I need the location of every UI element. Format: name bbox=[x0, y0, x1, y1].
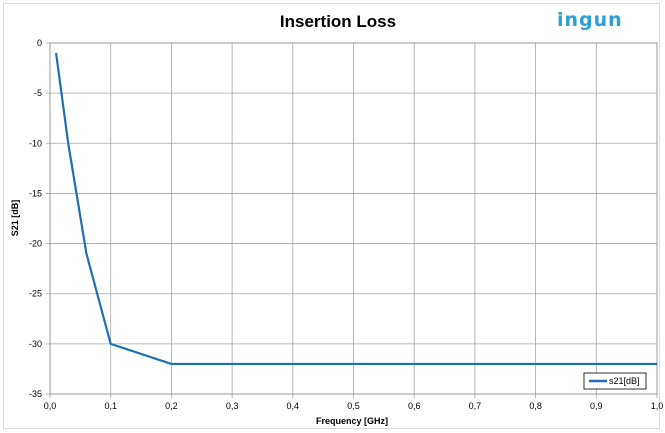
chart-frame bbox=[3, 3, 660, 429]
y-tick-label: 0 bbox=[37, 38, 42, 48]
y-axis-label: S21 [dB] bbox=[10, 200, 20, 237]
x-tick-label: 0,5 bbox=[347, 401, 360, 411]
y-tick-label: -35 bbox=[29, 389, 42, 399]
x-tick-label: 0,7 bbox=[469, 401, 482, 411]
brand-logo-text: ingun bbox=[557, 9, 623, 31]
x-tick-label: 1,0 bbox=[651, 401, 664, 411]
x-tick-label: 0,1 bbox=[104, 401, 117, 411]
chart-title: Insertion Loss bbox=[280, 12, 396, 31]
brand-logo: ingun bbox=[557, 9, 623, 31]
legend-box bbox=[583, 372, 647, 390]
x-tick-label: 0,2 bbox=[165, 401, 178, 411]
legend: s21[dB] bbox=[583, 372, 647, 390]
series-line-s21db bbox=[54, 52, 657, 366]
x-tick-label: 0,0 bbox=[44, 401, 57, 411]
series-layer bbox=[54, 52, 657, 366]
x-tick-label: 0,3 bbox=[226, 401, 239, 411]
x-tick-label: 0,4 bbox=[287, 401, 300, 411]
y-tick-label: -25 bbox=[29, 289, 42, 299]
tick-labels: 0,0 0,1 0,2 0,3 0,4 0,5 0,6 0,7 0,8 0,9 1,0 0 -5 -10 -… bbox=[29, 38, 663, 411]
x-axis-label: Frequency [GHz] bbox=[316, 416, 388, 426]
y-tick-label: -5 bbox=[34, 88, 42, 98]
y-tick-label: -30 bbox=[29, 339, 42, 349]
y-tick-label: -15 bbox=[29, 188, 42, 198]
x-tick-label: 0,8 bbox=[529, 401, 542, 411]
x-tick-label: 0,9 bbox=[590, 401, 603, 411]
y-tick-label: -20 bbox=[29, 239, 42, 249]
y-tick-label: -10 bbox=[29, 138, 42, 148]
legend-label: s21[dB] bbox=[609, 376, 640, 386]
x-tick-label: 0,6 bbox=[408, 401, 421, 411]
grid bbox=[46, 42, 658, 398]
plot-area bbox=[49, 42, 658, 395]
